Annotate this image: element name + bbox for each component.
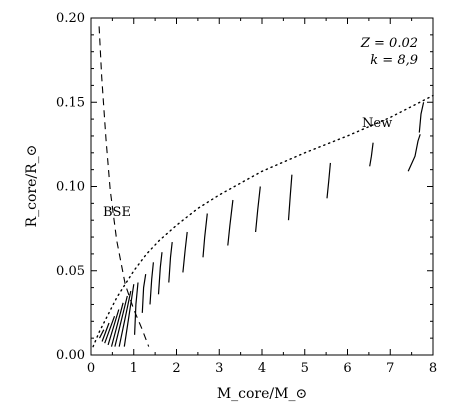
track-segment	[326, 162, 331, 199]
y-tick-label: 0.05	[56, 264, 85, 279]
track-segment	[114, 295, 128, 347]
track-segment	[104, 315, 116, 344]
x-tick-label: 6	[343, 361, 351, 376]
track-segment	[255, 186, 261, 233]
track-segment	[157, 252, 163, 295]
track-segment	[369, 142, 374, 167]
track-segment	[141, 274, 147, 313]
track-segment	[407, 134, 421, 172]
x-tick-label: 7	[386, 361, 394, 376]
k-annotation: k = 8,9	[370, 53, 418, 68]
x-tick-label: 1	[130, 361, 138, 376]
x-tick-label: 3	[215, 361, 223, 376]
track-segment	[287, 174, 293, 221]
track-segment	[134, 282, 139, 335]
track-segment	[107, 309, 120, 346]
x-axis-label: M_core/M_⊙	[217, 386, 307, 402]
y-axis-label: R_core/R_⊙	[24, 145, 40, 228]
x-tick-label: 4	[258, 361, 266, 376]
track-segment	[149, 262, 154, 305]
track-segment	[418, 102, 425, 133]
x-tick-label: 2	[172, 361, 180, 376]
track-segment	[123, 284, 135, 347]
y-tick-label: 0.10	[56, 180, 85, 195]
bse-curve	[98, 26, 150, 347]
series	[92, 26, 434, 348]
track-segment	[101, 322, 110, 342]
x-tick-label: 5	[301, 361, 309, 376]
bse-label: BSE	[103, 205, 131, 220]
new-curve	[92, 94, 434, 348]
track-segment	[168, 242, 173, 283]
track-segment	[227, 199, 234, 246]
x-tick-label: 0	[87, 361, 95, 376]
track-segment	[98, 329, 105, 339]
new-label: New	[362, 116, 392, 131]
x-tick-label: 8	[429, 361, 437, 376]
track-segment	[118, 290, 132, 347]
z-annotation: Z = 0.02	[360, 36, 418, 51]
track-segment	[110, 302, 124, 347]
track-segment	[182, 231, 188, 273]
y-tick-label: 0.15	[56, 95, 85, 110]
y-tick-label: 0.20	[56, 11, 85, 26]
track-segment	[202, 213, 208, 258]
y-tick-label: 0.00	[56, 348, 85, 363]
ticks: 0 1 2 3 4 5 6 7 8 0.00 0.05 0.10 0.15 0.20	[56, 11, 437, 376]
